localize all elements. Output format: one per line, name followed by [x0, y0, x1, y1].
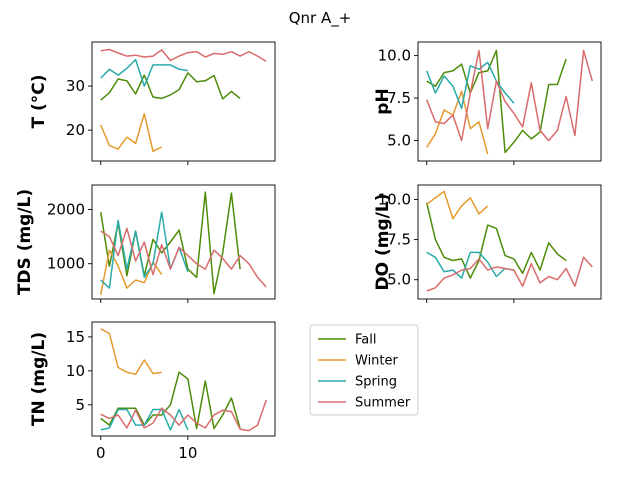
series-line-summer	[426, 49, 594, 142]
y-tick-label: 10.0	[378, 190, 411, 208]
y-tick-label: 1000	[47, 255, 85, 273]
legend-label-fall: Fall	[355, 333, 376, 348]
y-axis-label: TN (mg/L)	[29, 332, 49, 426]
panel-ph: 5.0 7.5 10.0 pH	[373, 41, 602, 165]
y-tick-label: 20	[66, 121, 85, 139]
series-line-winter	[100, 113, 163, 153]
axes-frame	[91, 184, 276, 300]
y-tick-label: 5	[75, 396, 85, 414]
series-line-spring	[100, 58, 189, 87]
series-line-summer	[100, 227, 267, 288]
axes-frame	[417, 41, 602, 162]
series-line-winter	[426, 90, 489, 155]
series-line-summer	[100, 399, 268, 432]
x-tick-label: 0	[96, 444, 106, 462]
series-line-fall	[426, 49, 567, 154]
y-axis-label: TDS (mg/L)	[15, 189, 35, 295]
x-tick-label: 10	[178, 444, 197, 462]
figure-title: Qnr A_+	[289, 9, 352, 28]
y-tick-label: 15	[66, 328, 85, 346]
y-axis-label: pH	[373, 88, 393, 114]
series-line-winter	[426, 190, 489, 220]
series-line-fall	[100, 72, 241, 101]
y-tick-label: 5.0	[387, 271, 411, 289]
series-line-fall	[99, 191, 241, 295]
legend-label-winter: Winter	[355, 354, 399, 369]
series-line-fall	[425, 202, 567, 279]
panel-tn-mg-l: 5 10 15 0 10 TN (mg/L)	[29, 321, 276, 462]
y-axis-label: T (°C)	[29, 74, 49, 128]
series-line-spring	[426, 251, 515, 279]
y-axis-label: DO (mg/L)	[373, 194, 393, 291]
axes-frame	[91, 41, 276, 162]
legend: Fall Winter Spring Summer	[309, 324, 419, 416]
axes-frame	[417, 184, 602, 300]
series-line-winter	[100, 328, 162, 376]
y-tick-label: 10	[66, 362, 85, 380]
legend-label-spring: Spring	[355, 375, 397, 390]
axes-frame	[91, 321, 276, 437]
panel-tds-mg-l: 1000 2000 TDS (mg/L)	[15, 184, 276, 303]
series-line-spring	[426, 61, 515, 110]
y-tick-label: 2000	[47, 200, 85, 218]
y-tick-label: 30	[66, 77, 85, 95]
legend-label-summer: Summer	[355, 396, 411, 411]
panel-t-c: 20 30 T (°C)	[29, 41, 276, 165]
y-tick-label: 5.0	[387, 132, 411, 150]
series-line-fall	[100, 371, 241, 430]
series-line-summer	[426, 256, 593, 292]
y-tick-label: 10.0	[378, 47, 411, 65]
y-tick-label: 7.5	[387, 231, 411, 249]
y-tick-label: 7.5	[387, 89, 411, 107]
legend-frame	[309, 324, 419, 416]
subplots: 20 30 T (°C) 5.0 7.5 10.0 pH 1000 2000 TDS (mg/L)…	[15, 41, 602, 462]
panel-do-mg-l: 5.0 7.5 10.0DO (mg/L)	[373, 184, 602, 303]
series-line-summer	[100, 48, 267, 63]
